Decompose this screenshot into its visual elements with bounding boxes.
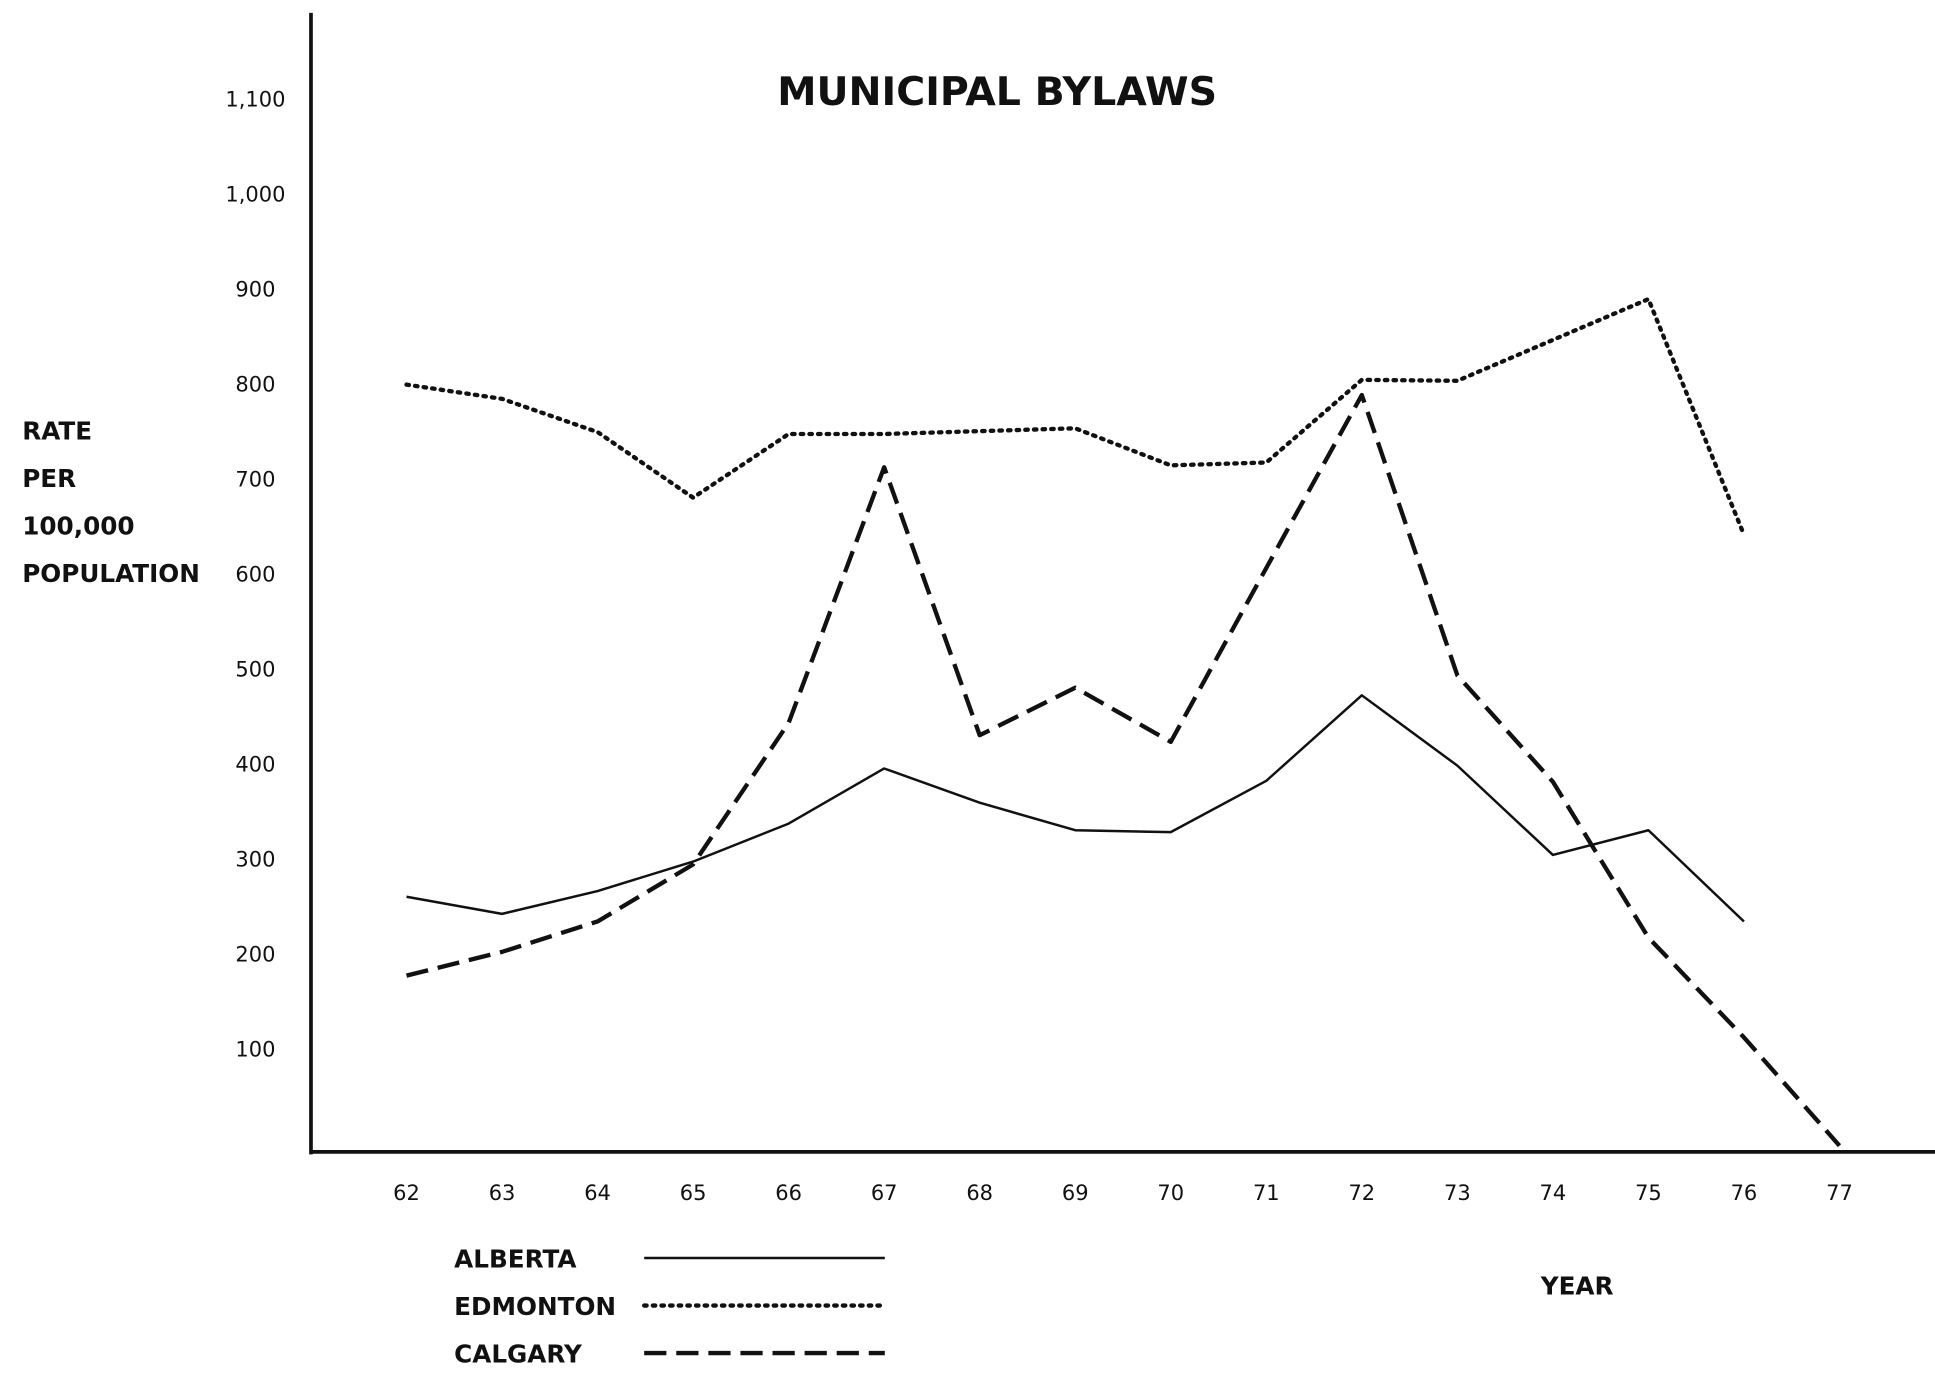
series-line: [404, 296, 1747, 537]
y-tick-label: 1,100: [225, 87, 285, 111]
x-tick-label: 77: [1826, 1181, 1853, 1205]
y-axis-label: PER: [22, 464, 76, 493]
x-tick-label: 63: [489, 1181, 516, 1205]
legend-label: EDMONTON: [454, 1292, 616, 1321]
x-tick-label: 65: [680, 1181, 707, 1205]
y-tick-label: 700: [235, 468, 275, 492]
y-tick-label: 200: [235, 943, 275, 967]
x-axis-label: YEAR: [1540, 1272, 1614, 1301]
y-tick-label: 400: [235, 753, 275, 777]
x-tick-label: 74: [1540, 1181, 1567, 1205]
y-tick-label: 1,000: [225, 182, 285, 206]
x-tick-label: 64: [584, 1181, 611, 1205]
x-tick-label: 62: [393, 1181, 420, 1205]
y-tick-label: 100: [235, 1038, 275, 1062]
x-tick-label: 75: [1635, 1181, 1662, 1205]
x-tick-label: 71: [1253, 1181, 1280, 1205]
y-tick-label: 800: [235, 373, 275, 397]
y-tick-label: 900: [235, 278, 275, 302]
y-axis-label: 100,000: [22, 511, 134, 540]
y-tick-label: 600: [235, 563, 275, 587]
y-tick-label: 500: [235, 658, 275, 682]
chart-title: MUNICIPAL BYLAWS: [777, 69, 1217, 115]
x-tick-label: 69: [1062, 1181, 1089, 1205]
x-tick-label: 68: [966, 1181, 993, 1205]
x-tick-label: 66: [775, 1181, 802, 1205]
x-tick-label: 67: [871, 1181, 898, 1205]
series-line: [406, 694, 1745, 923]
x-tick-label: 70: [1157, 1181, 1184, 1205]
y-axis-label: POPULATION: [22, 559, 200, 588]
x-tick-label: 72: [1348, 1181, 1375, 1205]
x-tick-label: 76: [1731, 1181, 1758, 1205]
y-axis-label: RATE: [22, 416, 92, 445]
x-tick-label: 73: [1444, 1181, 1471, 1205]
y-tick-label: 300: [235, 848, 275, 872]
legend-label: CALGARY: [454, 1340, 583, 1369]
series-line: [405, 392, 1842, 1148]
legend-label: ALBERTA: [454, 1244, 576, 1273]
